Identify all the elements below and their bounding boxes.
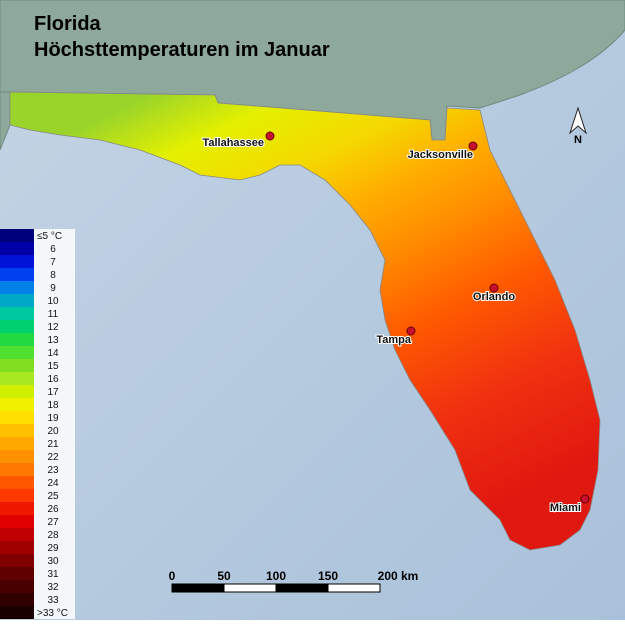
legend-label: 30 bbox=[47, 556, 59, 567]
legend-swatch bbox=[0, 320, 34, 333]
legend-label: 33 bbox=[47, 595, 59, 606]
legend-label: 12 bbox=[47, 322, 59, 333]
city-label: Orlando bbox=[473, 291, 515, 303]
legend-swatch bbox=[0, 593, 34, 606]
north-label: N bbox=[574, 134, 582, 146]
city-dot bbox=[489, 283, 499, 293]
legend-label: 26 bbox=[47, 504, 59, 515]
scale-label: 100 bbox=[266, 569, 286, 583]
scale-segment bbox=[171, 583, 225, 593]
legend-label: 14 bbox=[47, 348, 59, 359]
city-dot bbox=[265, 131, 275, 141]
title: Höchsttemperaturen im Januar bbox=[34, 39, 330, 61]
legend-swatch bbox=[0, 307, 34, 320]
legend-swatch bbox=[0, 385, 34, 398]
florida bbox=[9, 91, 601, 551]
legend-swatch bbox=[0, 541, 34, 554]
legend-label: 10 bbox=[47, 296, 59, 307]
legend-swatch bbox=[0, 515, 34, 528]
legend-label: 15 bbox=[47, 361, 59, 372]
scale-label: 150 bbox=[318, 569, 338, 583]
legend-swatch bbox=[0, 580, 34, 593]
city-dot bbox=[406, 326, 416, 336]
legend-swatch bbox=[0, 398, 34, 411]
scale-segment bbox=[223, 583, 277, 593]
legend-label: 32 bbox=[47, 582, 59, 593]
legend-label: 29 bbox=[47, 543, 59, 554]
city-label: Jacksonville bbox=[408, 149, 473, 161]
legend-label: 20 bbox=[47, 426, 59, 437]
legend-label: 23 bbox=[47, 465, 59, 476]
scale-label: 0 bbox=[169, 569, 176, 583]
legend-swatch bbox=[0, 333, 34, 346]
city-dot bbox=[468, 141, 478, 151]
legend-swatch bbox=[0, 281, 34, 294]
legend-swatch bbox=[0, 255, 34, 268]
legend-swatch bbox=[0, 567, 34, 580]
legend-label: ≤5 °C bbox=[37, 231, 62, 242]
legend-swatch bbox=[0, 489, 34, 502]
legend-label: 19 bbox=[47, 413, 59, 424]
legend-label: 7 bbox=[50, 257, 56, 268]
legend-label: 13 bbox=[47, 335, 59, 346]
legend-label: 24 bbox=[47, 478, 59, 489]
legend-swatch bbox=[0, 463, 34, 476]
legend-swatch bbox=[0, 437, 34, 450]
scale-segment bbox=[327, 583, 381, 593]
legend-swatch bbox=[0, 242, 34, 255]
legend-label: 31 bbox=[47, 569, 59, 580]
legend-label: 17 bbox=[47, 387, 59, 398]
scale-label: 200 km bbox=[378, 569, 419, 583]
legend-swatch bbox=[0, 554, 34, 567]
legend-label: 27 bbox=[47, 517, 59, 528]
city-dot bbox=[580, 494, 590, 504]
legend-swatch bbox=[0, 502, 34, 515]
scale-label: 50 bbox=[217, 569, 231, 583]
legend-swatch bbox=[0, 450, 34, 463]
legend-swatch bbox=[0, 268, 34, 281]
legend-swatch bbox=[0, 606, 34, 619]
legend-label: 9 bbox=[50, 283, 56, 294]
legend-swatch bbox=[0, 372, 34, 385]
scale-segment bbox=[275, 583, 329, 593]
legend-swatch bbox=[0, 359, 34, 372]
city-label: Tallahassee bbox=[202, 137, 264, 149]
legend-swatch bbox=[0, 294, 34, 307]
legend-swatch bbox=[0, 528, 34, 541]
legend-swatch bbox=[0, 229, 34, 242]
legend-label: 28 bbox=[47, 530, 59, 541]
title: Florida bbox=[34, 13, 102, 35]
legend-label: 21 bbox=[47, 439, 59, 450]
legend-swatch bbox=[0, 476, 34, 489]
city-label: Tampa bbox=[376, 334, 412, 346]
legend-swatch bbox=[0, 411, 34, 424]
legend-label: 22 bbox=[47, 452, 59, 463]
legend-label: 25 bbox=[47, 491, 59, 502]
legend-label: >33 °C bbox=[37, 608, 68, 619]
legend-label: 6 bbox=[50, 244, 56, 255]
legend-swatch bbox=[0, 346, 34, 359]
legend-label: 11 bbox=[48, 309, 59, 320]
legend-label: 16 bbox=[47, 374, 59, 385]
legend-label: 8 bbox=[50, 270, 56, 281]
legend-label: 18 bbox=[47, 400, 59, 411]
north-arrow bbox=[568, 106, 588, 135]
legend-swatch bbox=[0, 424, 34, 437]
city-label: Miami bbox=[550, 502, 581, 514]
